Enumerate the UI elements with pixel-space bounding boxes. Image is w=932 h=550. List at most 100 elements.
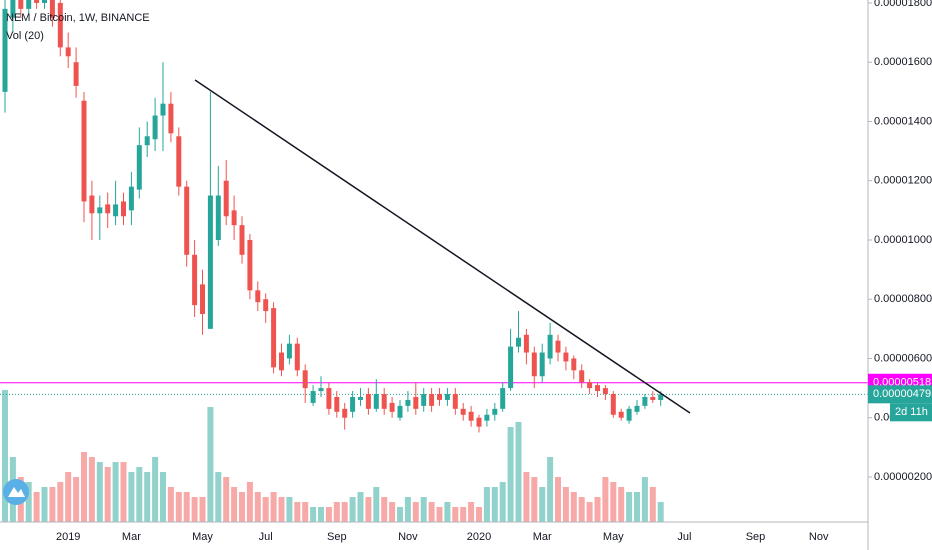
- volume-bar: [231, 487, 238, 522]
- candle-body: [334, 396, 340, 412]
- candle-body: [389, 402, 395, 412]
- volume-bar: [318, 507, 324, 522]
- volume-bar: [515, 422, 522, 522]
- volume-bar: [144, 472, 151, 522]
- volume-bar: [175, 492, 182, 522]
- volume-bar: [626, 492, 633, 522]
- volume-bar: [88, 457, 95, 522]
- candle-body: [279, 352, 284, 371]
- candle-body: [634, 405, 640, 412]
- y-tick-label: 0.00000600: [874, 352, 932, 364]
- x-tick-label: Jul: [259, 531, 273, 543]
- volume-bar: [57, 482, 64, 522]
- candle-body: [310, 391, 316, 403]
- x-tick-label: 2019: [56, 531, 80, 543]
- candle-body: [350, 396, 356, 412]
- volume-bar: [570, 492, 577, 522]
- candle-body: [65, 47, 71, 57]
- volume-bar: [428, 502, 435, 522]
- volume-bar: [128, 472, 135, 522]
- x-tick-label: Mar: [533, 531, 552, 543]
- volume-bar: [73, 477, 80, 522]
- y-tick-label: 0.00001000: [874, 234, 932, 246]
- y-tick-label: 0.00001200: [874, 175, 932, 187]
- candle-body: [255, 290, 261, 303]
- x-tick-label: Mar: [122, 531, 141, 543]
- candle-body: [658, 394, 664, 400]
- volume-bar: [239, 492, 245, 522]
- candle-body: [215, 195, 221, 240]
- volume-bar: [610, 482, 617, 522]
- volume-bar: [649, 487, 656, 522]
- volume-bar: [452, 507, 459, 522]
- candle-body: [365, 394, 371, 409]
- candle-body: [539, 352, 545, 377]
- volume-bar: [246, 482, 253, 522]
- volume-bar: [483, 487, 490, 522]
- volume-bar: [634, 492, 640, 522]
- candle-body: [97, 207, 103, 214]
- candle-body: [10, 0, 16, 18]
- volume-bar: [49, 487, 56, 522]
- candle-body: [500, 388, 506, 409]
- candle-body: [207, 195, 213, 329]
- candle-body: [531, 352, 537, 377]
- candle-body: [263, 299, 269, 312]
- y-tick-label: 0.00001400: [874, 115, 932, 127]
- volume-bar: [594, 497, 601, 522]
- candle-body: [81, 100, 87, 202]
- volume-bar: [657, 502, 664, 522]
- volume-bar: [65, 472, 72, 522]
- candle-body: [286, 343, 292, 359]
- x-tick-label: Nov: [809, 531, 829, 543]
- x-tick-label: Nov: [398, 531, 418, 543]
- candle-body: [326, 388, 332, 409]
- candle-body: [49, 0, 55, 18]
- candle-body: [610, 394, 616, 415]
- volume-bar: [444, 502, 451, 522]
- candle-body: [429, 394, 435, 406]
- volume-bar: [325, 507, 332, 522]
- candle-body: [342, 408, 348, 418]
- candle-body: [618, 411, 624, 418]
- candle-body: [231, 210, 237, 226]
- volume-bar: [223, 477, 230, 522]
- volume-bar: [365, 497, 372, 522]
- candle-body: [160, 103, 166, 116]
- volume-bar: [33, 492, 40, 522]
- countdown-tag: [890, 403, 932, 422]
- candle-body: [168, 103, 174, 134]
- candle-body: [105, 204, 111, 214]
- volume-bar: [476, 507, 482, 522]
- volume-bar: [562, 487, 569, 522]
- candle-body: [602, 388, 608, 395]
- candle-body: [484, 414, 490, 421]
- volume-bar: [112, 462, 119, 522]
- volume-bar: [215, 472, 222, 522]
- volume-bar: [278, 497, 285, 522]
- volume-bar: [373, 487, 380, 522]
- volume-bar: [618, 487, 625, 522]
- volume-bar: [183, 492, 190, 522]
- volume-bar: [507, 427, 514, 522]
- candle-body: [176, 136, 182, 187]
- volume-bar: [531, 477, 538, 522]
- logo[interactable]: [3, 479, 29, 505]
- volume-bar: [420, 497, 427, 522]
- chart-title: NEM / Bitcoin, 1W, BINANCE: [6, 12, 150, 24]
- volume-bar: [302, 502, 309, 522]
- volume-bar: [96, 462, 103, 522]
- candle-body: [547, 334, 553, 359]
- x-tick-label: Sep: [746, 531, 766, 543]
- candle-body: [460, 408, 466, 415]
- y-tick-label: 0.00000800: [874, 293, 932, 305]
- candle-body: [136, 145, 142, 190]
- volume-bar: [270, 492, 277, 522]
- volume-layer: [2, 390, 664, 522]
- candles-layer: [2, 0, 664, 433]
- volume-bar: [294, 502, 301, 522]
- candle-body: [492, 408, 498, 415]
- volume-bar: [167, 487, 174, 522]
